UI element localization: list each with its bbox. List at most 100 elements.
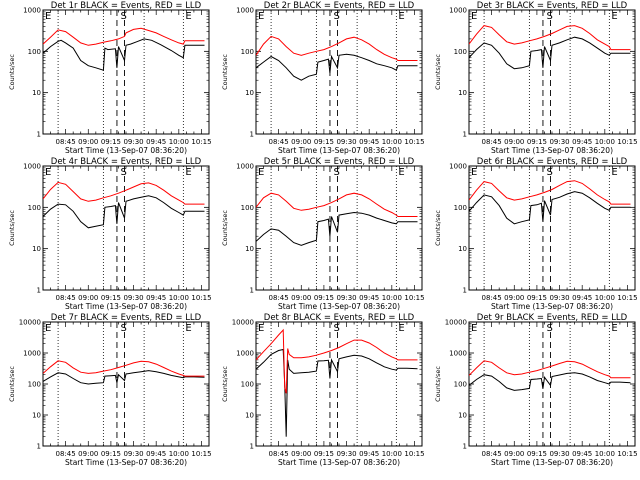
series-line-red <box>43 181 205 205</box>
panel-title: Det 9r BLACK = Events, RED = LLD <box>477 313 628 323</box>
x-tick-label: 09:15 <box>101 450 121 458</box>
marker-label: S <box>546 167 552 178</box>
y-tick-label: 1 <box>37 131 41 139</box>
marker-label: E <box>611 323 617 334</box>
x-tick-label: 09:00 <box>504 294 524 302</box>
panel-title: Det 3r BLACK = Events, RED = LLD <box>477 1 628 11</box>
x-axis-label: Start Time (13-Sep-07 08:36:20) <box>278 146 400 155</box>
y-tick-label: 100 <box>241 204 254 212</box>
y-axis-label: Counts/sec <box>8 54 16 90</box>
panel-title: Det 6r BLACK = Events, RED = LLD <box>477 157 628 167</box>
x-tick-label: 08:45 <box>269 138 289 146</box>
y-tick-label: 10000 <box>445 319 467 327</box>
series-line-red <box>469 180 631 205</box>
x-tick-label: 09:45 <box>572 294 592 302</box>
y-axis-label: Counts/sec <box>221 366 229 402</box>
series-line-red <box>256 328 418 394</box>
panel-title: Det 2r BLACK = Events, RED = LLD <box>264 1 415 11</box>
y-tick-label: 10 <box>32 412 41 420</box>
x-tick-label: 10:00 <box>169 294 189 302</box>
y-tick-label: 1 <box>463 443 467 451</box>
x-tick-label: 10:15 <box>617 450 637 458</box>
marker-label: E <box>611 167 617 178</box>
plot-frame <box>468 165 636 291</box>
panel-title: Det 7r BLACK = Events, RED = LLD <box>51 313 202 323</box>
marker-label: E <box>471 11 477 22</box>
series-line-red <box>43 27 205 46</box>
x-tick-label: 08:45 <box>56 294 76 302</box>
plot-frame <box>42 9 210 135</box>
y-tick-label: 100 <box>241 381 254 389</box>
marker-label: S <box>120 11 126 22</box>
x-axis-label: Start Time (13-Sep-07 08:36:20) <box>65 302 187 311</box>
x-tick-label: 10:00 <box>595 138 615 146</box>
x-tick-label: 09:15 <box>527 138 547 146</box>
y-tick-label: 10000 <box>232 319 254 327</box>
marker-label: E <box>398 323 404 334</box>
y-tick-label: 100 <box>241 48 254 56</box>
x-tick-label: 09:30 <box>336 294 356 302</box>
y-tick-label: 1000 <box>236 350 254 358</box>
x-tick-label: 09:15 <box>314 450 334 458</box>
y-tick-label: 1000 <box>449 163 467 171</box>
x-tick-label: 09:15 <box>527 450 547 458</box>
x-tick-label: 09:30 <box>549 450 569 458</box>
marker-label: E <box>471 323 477 334</box>
marker-label: E <box>258 11 264 22</box>
x-axis-label: Start Time (13-Sep-07 08:36:20) <box>491 146 613 155</box>
x-tick-label: 09:00 <box>78 450 98 458</box>
plot-frame <box>255 9 423 135</box>
y-tick-label: 1 <box>463 131 467 139</box>
x-tick-label: 10:00 <box>595 450 615 458</box>
x-tick-label: 10:00 <box>382 138 402 146</box>
x-tick-label: 09:30 <box>123 138 143 146</box>
x-tick-label: 08:45 <box>482 294 502 302</box>
x-tick-label: 09:45 <box>359 138 379 146</box>
x-tick-label: 10:15 <box>191 294 211 302</box>
series-line-red <box>256 192 418 217</box>
x-tick-label: 09:30 <box>123 294 143 302</box>
marker-label: S <box>546 11 552 22</box>
marker-label: E <box>611 11 617 22</box>
series-line-black <box>469 191 631 225</box>
marker-label: E <box>185 167 191 178</box>
series-line-black <box>43 370 205 385</box>
marker-label: E <box>258 167 264 178</box>
series-line-black <box>256 348 418 437</box>
x-tick-label: 09:30 <box>549 294 569 302</box>
y-tick-label: 1 <box>463 287 467 295</box>
y-tick-label: 10000 <box>19 319 41 327</box>
x-tick-label: 10:15 <box>191 138 211 146</box>
x-tick-label: 09:30 <box>123 450 143 458</box>
x-tick-label: 09:00 <box>291 138 311 146</box>
marker-label: S <box>546 323 552 334</box>
y-tick-label: 1000 <box>23 350 41 358</box>
marker-label: E <box>45 11 51 22</box>
series-line-black <box>469 36 631 70</box>
marker-label: S <box>120 167 126 178</box>
x-tick-label: 10:15 <box>191 450 211 458</box>
x-tick-label: 10:00 <box>169 138 189 146</box>
marker-label: S <box>333 167 339 178</box>
series-line-black <box>256 211 418 246</box>
marker-label: S <box>333 11 339 22</box>
panel-7: Det 7r BLACK = Events, RED = LLD 1 10 100 10… <box>8 313 212 467</box>
y-tick-label: 100 <box>28 48 41 56</box>
series-line-black <box>43 195 205 229</box>
panel-title: Det 8r BLACK = Events, RED = LLD <box>264 313 415 323</box>
y-tick-label: 1 <box>250 287 254 295</box>
y-tick-label: 10 <box>458 89 467 97</box>
x-tick-label: 08:45 <box>482 138 502 146</box>
x-tick-label: 10:15 <box>404 138 424 146</box>
x-tick-label: 08:45 <box>56 450 76 458</box>
marker-label: E <box>471 167 477 178</box>
x-tick-label: 10:00 <box>382 294 402 302</box>
x-tick-label: 10:15 <box>617 138 637 146</box>
y-tick-label: 100 <box>454 381 467 389</box>
x-tick-label: 09:00 <box>504 138 524 146</box>
x-axis-label: Start Time (13-Sep-07 08:36:20) <box>65 458 187 467</box>
y-tick-label: 10 <box>458 412 467 420</box>
x-tick-label: 10:00 <box>169 450 189 458</box>
panel-1: Det 1r BLACK = Events, RED = LLD 1 10 100 10… <box>8 1 212 155</box>
x-axis-label: Start Time (13-Sep-07 08:36:20) <box>278 458 400 467</box>
